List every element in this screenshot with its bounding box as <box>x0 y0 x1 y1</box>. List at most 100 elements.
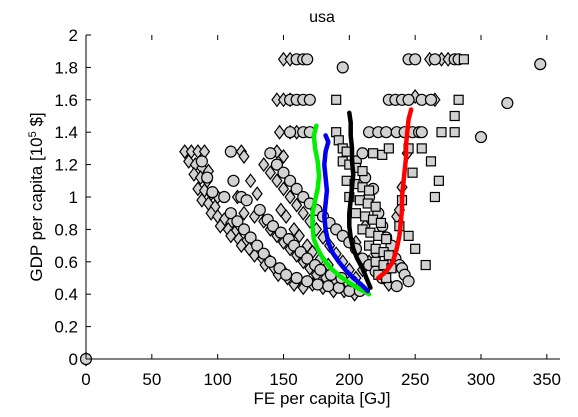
square-marker <box>357 165 368 177</box>
x-tick-label: 250 <box>401 370 429 389</box>
circle-marker <box>301 53 314 66</box>
x-tick-label: 100 <box>203 370 231 389</box>
circle-marker <box>270 158 284 171</box>
diamond-marker <box>277 181 290 197</box>
circle-marker <box>283 174 297 187</box>
square-marker <box>425 156 437 167</box>
diamond-marker <box>244 173 257 189</box>
circle-marker <box>402 93 415 106</box>
y-tick-label: 1.8 <box>54 58 78 77</box>
circle-marker <box>277 166 290 179</box>
x-tick-label: 200 <box>335 370 363 389</box>
circle-marker <box>218 190 231 204</box>
circle-marker <box>244 231 257 244</box>
circle-marker <box>390 280 403 293</box>
series-line <box>310 123 372 297</box>
series-line <box>347 110 373 290</box>
y-tick-label: 0.6 <box>54 253 78 272</box>
y-axis-ticks: 0 0.2 0.4 0.6 0.8 1 1.2 1.4 1.6 1.8 2 <box>54 26 91 369</box>
square-marker <box>410 243 421 254</box>
diamond-marker <box>273 124 286 140</box>
diamond-marker <box>238 149 250 164</box>
circle-marker <box>237 223 251 236</box>
x-tick-label: 150 <box>269 370 297 389</box>
circle-marker <box>314 263 327 276</box>
circle-marker <box>264 147 277 160</box>
circle-marker <box>257 247 270 260</box>
circle-marker <box>224 207 237 220</box>
circle-marker <box>474 130 488 144</box>
y-tick-label: 1 <box>69 188 78 207</box>
circle-marker <box>380 126 393 139</box>
x-axis-label: FE per capita [GJ] <box>254 389 391 408</box>
square-marker <box>350 208 362 219</box>
diamond-marker <box>271 173 283 189</box>
x-tick-label: 300 <box>467 370 495 389</box>
chart-title: usa <box>309 9 335 26</box>
y-axis-label-tail: $] <box>27 112 46 131</box>
circle-marker <box>424 93 438 106</box>
diamond-marker <box>238 205 250 221</box>
y-tick-label: 1.6 <box>54 91 78 110</box>
square-marker <box>407 167 418 178</box>
y-tick-label: 0.2 <box>54 318 78 337</box>
y-axis-label-exponent: 5 <box>27 131 39 137</box>
square-marker <box>449 110 460 122</box>
y-tick-label: 0 <box>69 350 78 369</box>
circle-marker <box>301 252 314 265</box>
x-tick-label: 350 <box>533 370 561 389</box>
square-marker <box>433 175 444 186</box>
diamond-marker <box>280 208 292 224</box>
circle-marker <box>303 93 316 106</box>
square-marker <box>403 230 414 241</box>
circle-marker <box>266 220 280 233</box>
square-marker <box>331 94 342 105</box>
square-marker <box>375 217 387 229</box>
circle-marker <box>501 96 514 110</box>
diamond-marker <box>291 197 303 213</box>
circle-marker <box>322 280 335 293</box>
circle-marker <box>283 126 297 139</box>
square-marker <box>370 201 381 212</box>
square-marker <box>458 54 469 65</box>
circle-marker <box>224 145 237 158</box>
circle-marker <box>251 239 264 252</box>
square-marker <box>367 148 379 159</box>
square-marker <box>383 143 394 154</box>
y-tick-label: 0.8 <box>54 220 78 239</box>
circle-marker <box>206 186 219 199</box>
series-lines <box>310 107 414 297</box>
circle-marker <box>201 171 214 184</box>
y-axis-label: GDP per capita [105 $] <box>27 112 46 281</box>
circle-marker <box>311 278 324 291</box>
x-tick-label: 50 <box>142 370 161 389</box>
circle-marker <box>290 182 303 195</box>
series-line <box>376 107 414 281</box>
circle-marker <box>534 58 547 71</box>
diamond-marker <box>264 165 276 181</box>
x-tick-label: 0 <box>81 370 90 389</box>
diamond-marker <box>251 186 263 202</box>
circle-marker <box>253 203 266 217</box>
square-marker <box>363 185 375 196</box>
diamond-marker <box>297 205 309 221</box>
square-marker <box>429 191 441 203</box>
square-marker <box>436 127 447 138</box>
circle-marker <box>274 226 287 239</box>
diamond-marker <box>284 189 296 205</box>
circle-marker <box>336 61 349 74</box>
series-line <box>322 133 371 294</box>
y-tick-label: 1.4 <box>54 123 78 142</box>
circle-marker <box>402 275 415 288</box>
circle-marker <box>264 255 277 268</box>
circle-marker <box>415 126 428 139</box>
x-axis-ticks: 0 50 100 150 200 250 300 350 <box>81 35 561 389</box>
y-axis-label-main: GDP per capita [10 <box>27 137 46 281</box>
circle-marker <box>301 275 314 288</box>
circle-marker <box>428 53 442 66</box>
diamond-marker <box>258 157 270 173</box>
diamond-marker <box>293 228 305 244</box>
square-marker <box>449 127 460 138</box>
square-marker <box>377 149 388 160</box>
